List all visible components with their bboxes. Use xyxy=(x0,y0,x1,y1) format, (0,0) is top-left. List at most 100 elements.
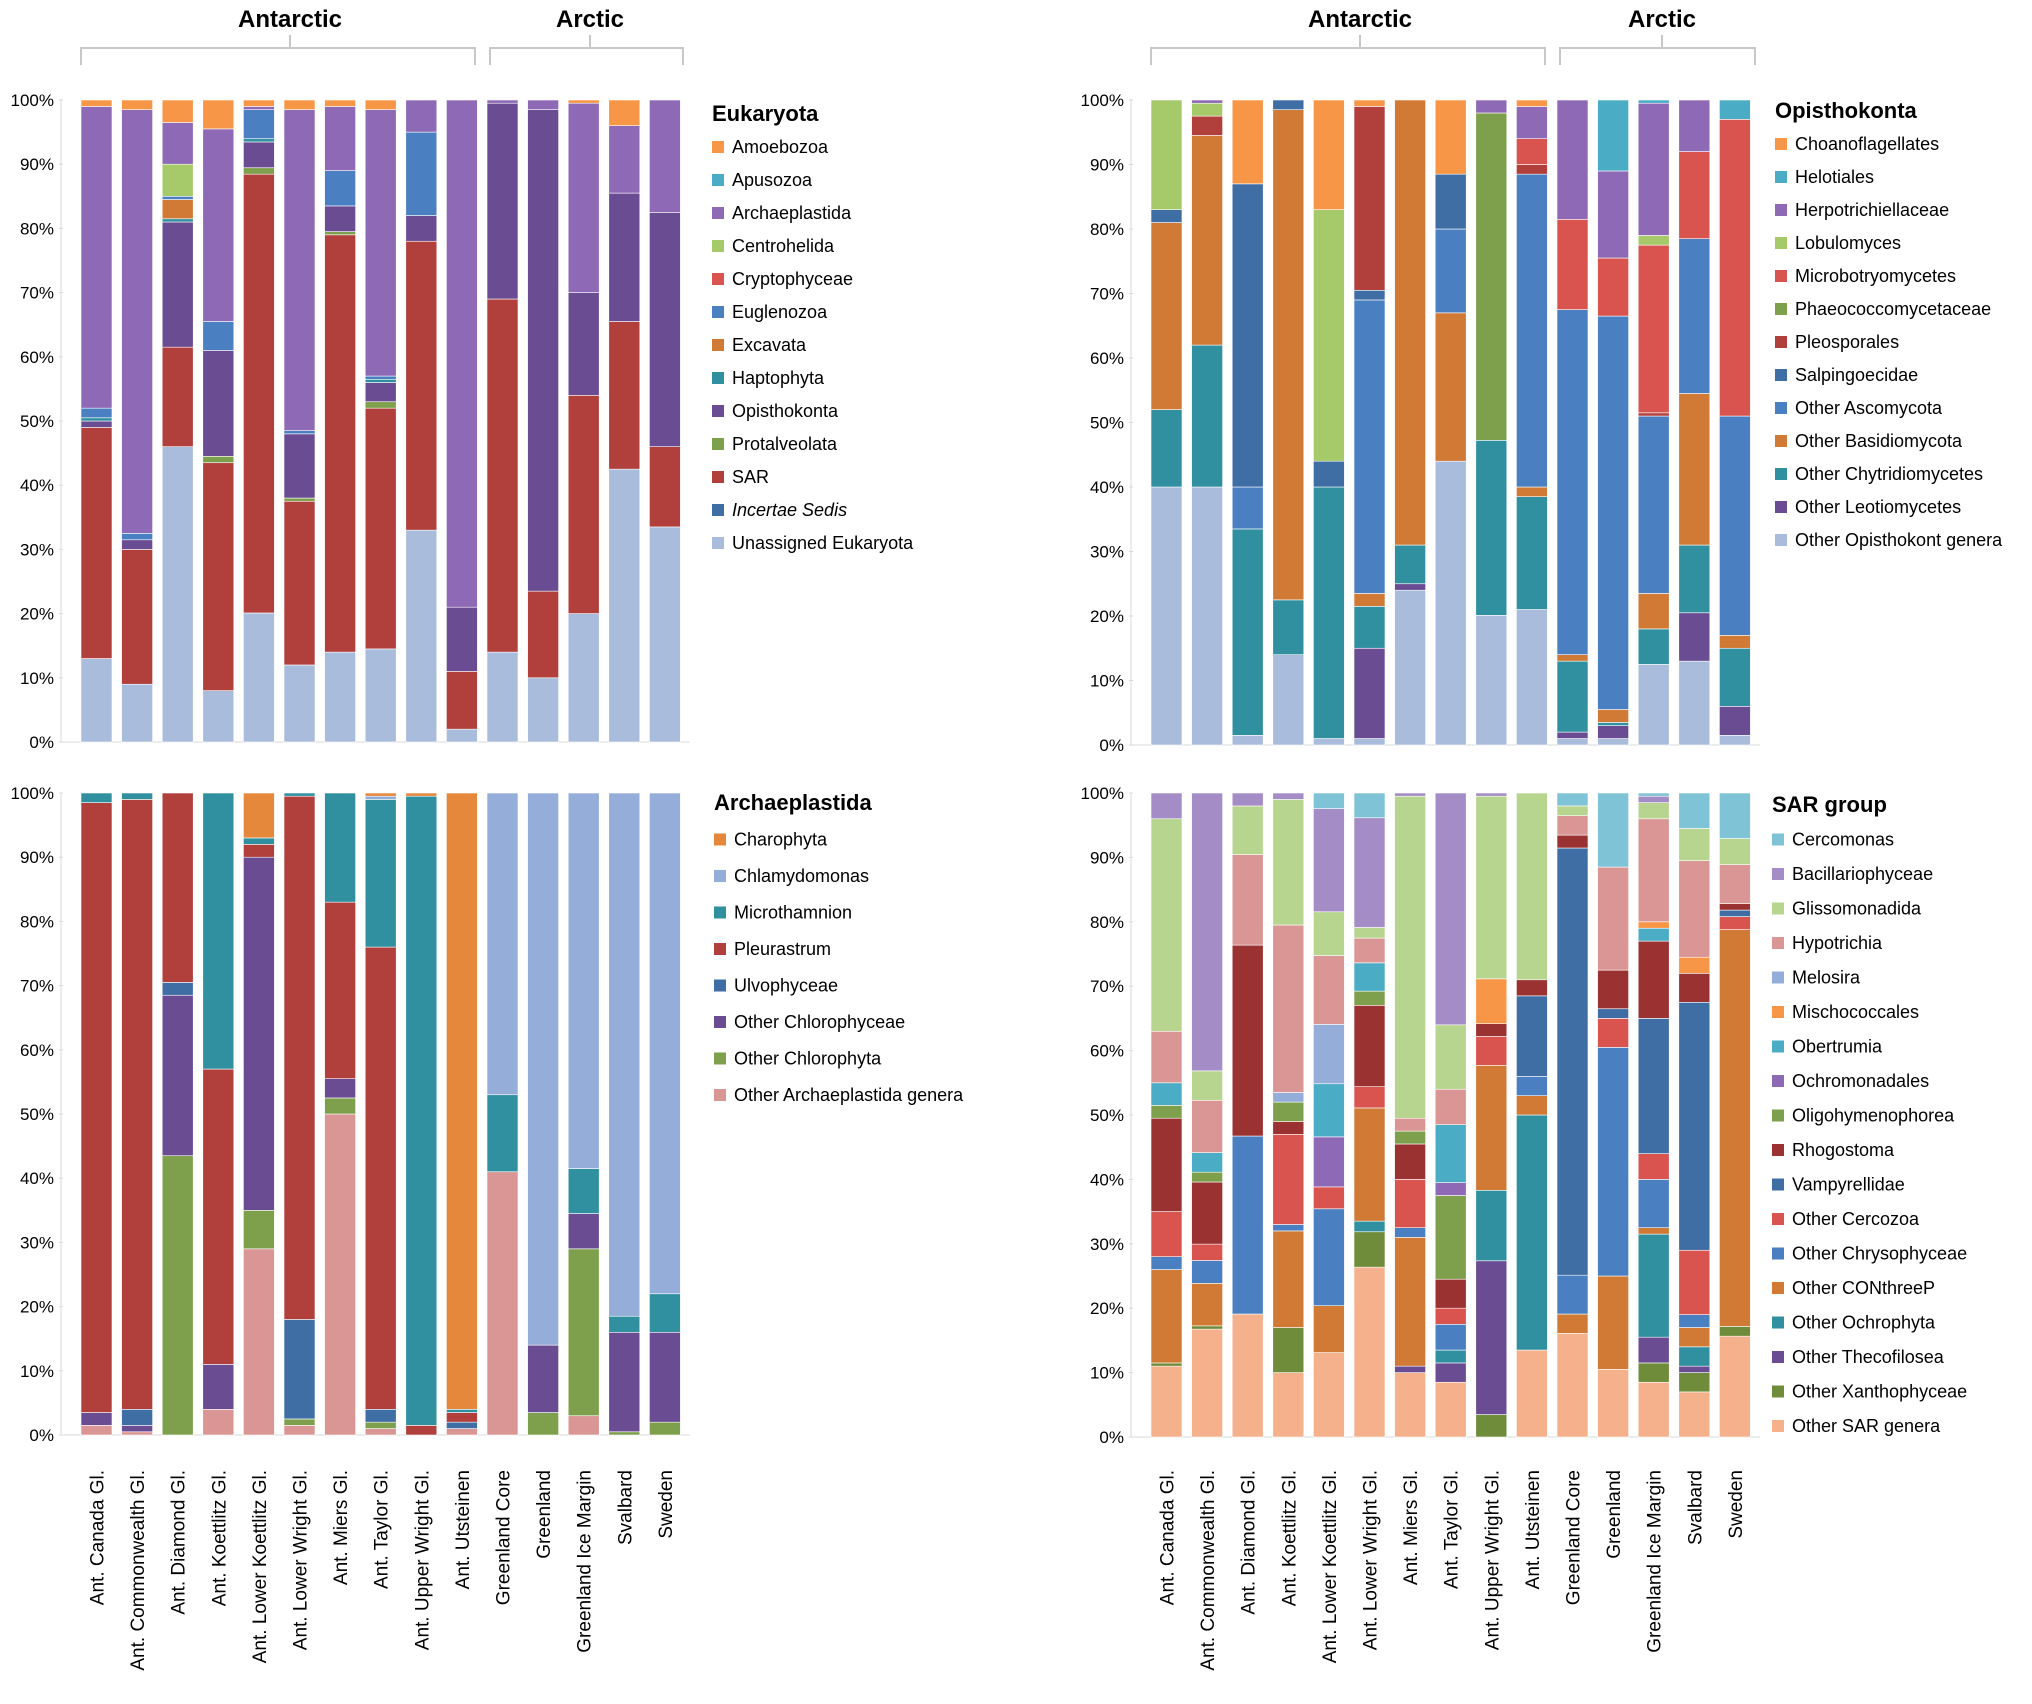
legend-label: Other Thecofilosea xyxy=(1792,1347,1945,1367)
bar-segment-other-chlorophyceae xyxy=(80,1412,113,1426)
bar-segment-other-thecofilosea xyxy=(1637,1336,1670,1364)
x-category-label-ant-koettlitz-gl: Ant. Koettlitz Gl. xyxy=(1279,1470,1300,1606)
bar-segment-other-basidiomycota xyxy=(1719,635,1751,649)
bar-segment-hypotrichia xyxy=(1191,1099,1223,1153)
chart-title: SAR group xyxy=(1772,792,1887,817)
legend-item-other-leotiomycetes: Other Leotiomycetes xyxy=(1775,497,1961,517)
bar-segment-oligohymenophorea xyxy=(1272,1101,1305,1122)
bar-segment-microthamnion xyxy=(202,792,235,1070)
bar-segment-other-archaeplastida-genera xyxy=(364,1428,397,1436)
legend-item-other-chlorophyceae: Other Chlorophyceae xyxy=(714,1012,905,1032)
bar-segment-other-chytridiomycetes xyxy=(1191,344,1223,488)
y-tick-label: 0% xyxy=(29,1426,54,1445)
legend-label: Ulvophyceae xyxy=(734,976,838,996)
legend-swatch xyxy=(714,906,726,919)
legend-item-lobulomyces: Lobulomyces xyxy=(1775,233,1901,253)
bar-segment-opisthokonta xyxy=(649,212,681,447)
legend-label: Unassigned Eukaryota xyxy=(732,533,914,553)
bar-stack-ant-utsteinen xyxy=(1516,792,1548,1438)
bar-segment-helotiales xyxy=(1597,99,1629,172)
bar-stack-ant-utsteinen xyxy=(446,792,478,1436)
y-tick-label: 10% xyxy=(1090,672,1124,691)
legend-item-other-conthreep: Other CONthreeP xyxy=(1772,1278,1935,1298)
x-axis-labels-left: Ant. Canada Gl. Ant. Commonwealth Gl. Ant.… xyxy=(88,1470,677,1671)
y-tick-label: 0% xyxy=(1099,1428,1124,1447)
bar-segment-glissomonadida xyxy=(1272,799,1305,926)
bar-stack-greenland-ice-margin xyxy=(567,99,600,743)
bar-segment-rhogostoma xyxy=(1719,903,1751,911)
bar-segment-salpingoecidae xyxy=(1353,289,1386,301)
legend-item-cercomonas: Cercomonas xyxy=(1772,830,1894,850)
bar-segment-rhogostoma xyxy=(1394,1143,1426,1180)
bar-stack-ant-taylor-gl xyxy=(1434,99,1467,746)
legend-label: Helotiales xyxy=(1795,167,1874,187)
bar-segment-obertrumia xyxy=(1191,1152,1223,1173)
bar-segment-haptophyta xyxy=(243,138,275,143)
bar-stack-ant-lower-wright-gl xyxy=(1353,99,1386,746)
bar-stack-sweden xyxy=(1719,792,1751,1438)
bar-segment-vampyrellidae xyxy=(1597,1008,1629,1019)
legend-label: Melosira xyxy=(1792,968,1861,988)
bar-segment-archaeplastida xyxy=(649,99,681,213)
bar-segment-melosira xyxy=(1313,1024,1345,1085)
bar-segment-euglenozoa xyxy=(364,375,397,380)
bar-segment-pleurastrum xyxy=(324,901,356,1079)
bar-segment-unassigned-eukaryota xyxy=(608,468,641,743)
bar-segment-oligohymenophorea xyxy=(1150,1105,1183,1119)
bar-segment-other-thecofilosea xyxy=(1394,1365,1426,1373)
y-tick-label: 90% xyxy=(1090,848,1124,867)
bar-segment-glissomonadida xyxy=(1556,805,1589,816)
bar-segment-other-chlorophyceae xyxy=(608,1331,641,1433)
bar-segment-other-chlorophyta xyxy=(527,1412,559,1436)
bar-segment-unassigned-eukaryota xyxy=(405,529,438,743)
bar-segment-protalveolata xyxy=(243,167,275,175)
bar-segment-obertrumia xyxy=(1353,962,1386,992)
bar-segment-other-ascomycota xyxy=(1597,315,1629,710)
bar-segment-archaeplastida xyxy=(446,99,478,608)
bar-segment-sar xyxy=(202,462,235,691)
legend-item-chlamydomonas: Chlamydomonas xyxy=(714,866,869,886)
bar-segment-pleurastrum xyxy=(161,792,194,983)
bar-stack-ant-miers-gl xyxy=(1394,99,1426,746)
bar-segment-glissomonadida xyxy=(1678,828,1711,861)
bar-segment-other-ascomycota xyxy=(1678,238,1711,394)
legend-item-amoebozoa: Amoebozoa xyxy=(712,137,829,157)
bar-segment-sar xyxy=(486,298,519,653)
legend-label: Salpingoecidae xyxy=(1795,365,1918,385)
bar-segment-archaeplastida xyxy=(121,109,153,534)
legend-item-other-ascomycota: Other Ascomycota xyxy=(1775,398,1943,418)
x-category-label-ant-diamond-gl: Ant. Diamond Gl. xyxy=(169,1470,190,1615)
bar-segment-bacillariophyceae xyxy=(1475,792,1508,797)
legend-label: Pleosporales xyxy=(1795,332,1899,352)
x-category-label-ant-commonwealth-gl: Ant. Commonwealth Gl. xyxy=(128,1470,149,1671)
bar-segment-microthamnion xyxy=(649,1293,681,1333)
bar-segment-microthamnion xyxy=(486,1094,519,1173)
bar-segment-vampyrellidae xyxy=(1556,847,1589,1276)
legend-item-hypotrichia: Hypotrichia xyxy=(1772,933,1883,953)
legend-item-other-ochrophyta: Other Ochrophyta xyxy=(1772,1313,1936,1333)
x-category-label-ant-commonwealth-gl: Ant. Commonwealth Gl. xyxy=(1198,1470,1219,1671)
bar-segment-other-opisthokont-genera xyxy=(1434,460,1467,746)
y-tick-label: 90% xyxy=(1090,156,1124,175)
bar-segment-amoebozoa xyxy=(202,99,235,130)
chart-title: Opisthokonta xyxy=(1775,98,1918,123)
bar-segment-other-chlorophyceae xyxy=(527,1344,559,1413)
bar-segment-unassigned-eukaryota xyxy=(121,683,153,743)
bar-segment-other-ochrophyta xyxy=(1637,1233,1670,1338)
y-tick-label: 80% xyxy=(1090,220,1124,239)
bar-segment-other-basidiomycota xyxy=(1191,135,1223,346)
bar-segment-sar xyxy=(121,549,153,685)
bar-segment-archaeplastida xyxy=(405,99,438,133)
bar-segment-other-cercozoa xyxy=(1191,1243,1223,1261)
legend-item-haptophyta: Haptophyta xyxy=(712,368,825,388)
bar-segment-other-chytridiomycetes xyxy=(1313,486,1345,739)
bar-segment-other-opisthokont-genera xyxy=(1191,486,1223,746)
x-category-label-sweden: Sweden xyxy=(656,1470,677,1539)
bar-segment-sar xyxy=(364,407,397,650)
x-category-label-ant-lower-koettlitz-gl: Ant. Lower Koettlitz Gl. xyxy=(250,1470,271,1663)
legend-item-microbotryomycetes: Microbotryomycetes xyxy=(1775,266,1956,286)
bar-segment-other-chrysophyceae xyxy=(1313,1208,1345,1306)
bar-segment-other-cercozoa xyxy=(1597,1018,1629,1048)
bar-segment-other-chrysophyceae xyxy=(1678,1314,1711,1328)
bar-segment-other-archaeplastida-genera xyxy=(80,1425,113,1436)
